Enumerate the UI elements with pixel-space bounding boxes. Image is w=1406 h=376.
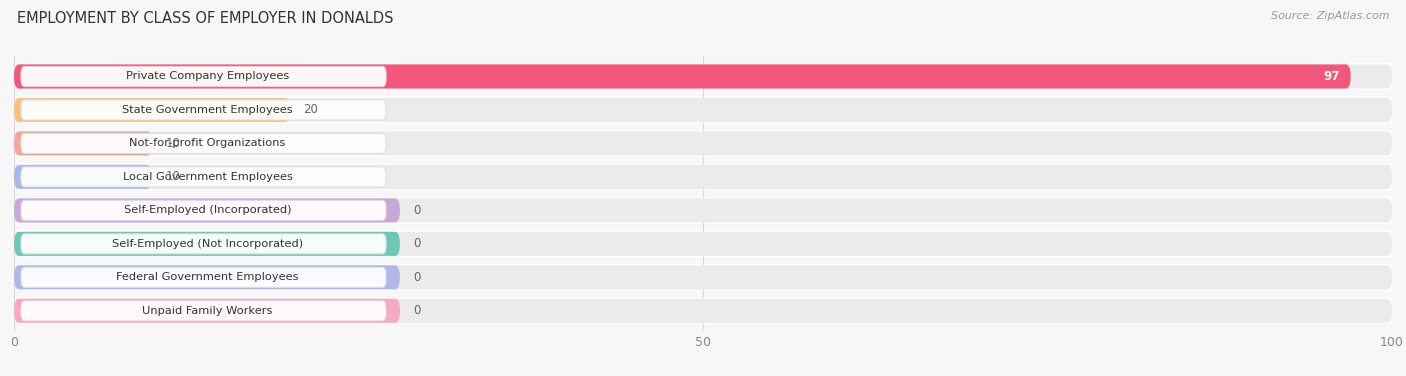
Text: 0: 0 bbox=[413, 304, 420, 317]
Text: 0: 0 bbox=[413, 271, 420, 284]
FancyBboxPatch shape bbox=[14, 197, 1392, 224]
FancyBboxPatch shape bbox=[14, 98, 1392, 122]
FancyBboxPatch shape bbox=[21, 200, 387, 220]
FancyBboxPatch shape bbox=[14, 165, 1392, 189]
FancyBboxPatch shape bbox=[14, 98, 290, 122]
Text: Federal Government Employees: Federal Government Employees bbox=[117, 272, 298, 282]
FancyBboxPatch shape bbox=[14, 297, 1392, 324]
FancyBboxPatch shape bbox=[21, 67, 387, 86]
FancyBboxPatch shape bbox=[14, 265, 399, 290]
FancyBboxPatch shape bbox=[14, 97, 1392, 123]
FancyBboxPatch shape bbox=[14, 264, 1392, 291]
FancyBboxPatch shape bbox=[14, 130, 1392, 157]
FancyBboxPatch shape bbox=[21, 301, 387, 321]
FancyBboxPatch shape bbox=[21, 133, 387, 153]
FancyBboxPatch shape bbox=[21, 167, 387, 187]
FancyBboxPatch shape bbox=[14, 64, 1351, 88]
FancyBboxPatch shape bbox=[14, 64, 1392, 88]
FancyBboxPatch shape bbox=[14, 230, 1392, 257]
Text: 0: 0 bbox=[413, 204, 420, 217]
Text: Unpaid Family Workers: Unpaid Family Workers bbox=[142, 306, 273, 316]
Text: 10: 10 bbox=[166, 137, 180, 150]
Text: State Government Employees: State Government Employees bbox=[122, 105, 292, 115]
FancyBboxPatch shape bbox=[21, 234, 387, 254]
FancyBboxPatch shape bbox=[14, 299, 399, 323]
FancyBboxPatch shape bbox=[14, 198, 399, 223]
FancyBboxPatch shape bbox=[14, 164, 1392, 190]
Text: Not-for-profit Organizations: Not-for-profit Organizations bbox=[129, 138, 285, 149]
Text: EMPLOYMENT BY CLASS OF EMPLOYER IN DONALDS: EMPLOYMENT BY CLASS OF EMPLOYER IN DONAL… bbox=[17, 11, 394, 26]
FancyBboxPatch shape bbox=[14, 63, 1392, 90]
FancyBboxPatch shape bbox=[21, 100, 387, 120]
Text: 20: 20 bbox=[304, 103, 318, 117]
Text: Self-Employed (Not Incorporated): Self-Employed (Not Incorporated) bbox=[112, 239, 304, 249]
Text: Local Government Employees: Local Government Employees bbox=[122, 172, 292, 182]
FancyBboxPatch shape bbox=[14, 299, 1392, 323]
FancyBboxPatch shape bbox=[14, 232, 399, 256]
FancyBboxPatch shape bbox=[14, 265, 1392, 290]
FancyBboxPatch shape bbox=[14, 131, 1392, 156]
Text: Source: ZipAtlas.com: Source: ZipAtlas.com bbox=[1271, 11, 1389, 21]
Text: 10: 10 bbox=[166, 170, 180, 183]
FancyBboxPatch shape bbox=[14, 131, 152, 156]
Text: Self-Employed (Incorporated): Self-Employed (Incorporated) bbox=[124, 205, 291, 215]
FancyBboxPatch shape bbox=[14, 232, 1392, 256]
FancyBboxPatch shape bbox=[14, 165, 152, 189]
FancyBboxPatch shape bbox=[21, 267, 387, 287]
FancyBboxPatch shape bbox=[14, 198, 1392, 223]
Text: Private Company Employees: Private Company Employees bbox=[127, 71, 290, 82]
Text: 0: 0 bbox=[413, 237, 420, 250]
Text: 97: 97 bbox=[1323, 70, 1340, 83]
